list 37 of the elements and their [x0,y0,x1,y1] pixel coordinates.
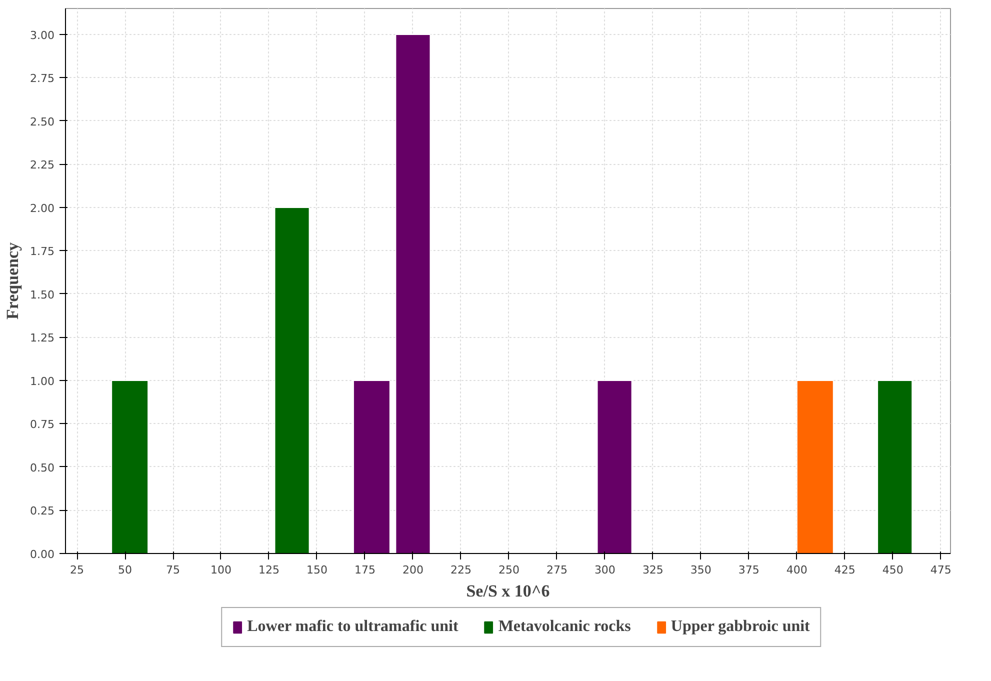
y-tick-label: 2.25 [30,158,55,172]
x-tick-label: 75 [166,564,180,576]
x-tick-label: 250 [498,564,520,576]
x-tick-label: 50 [118,564,132,576]
x-tick-label: 150 [306,564,328,576]
y-tick-label: 0.75 [30,418,55,432]
legend-label: Upper gabbroic unit [670,618,810,636]
x-axis-title: Se/S x 10^6 [466,582,550,600]
x-tick-label: 175 [354,564,376,576]
x-tick-label: 325 [642,564,664,576]
x-tick-label: 400 [786,564,808,576]
y-tick-label: 1.75 [30,245,55,258]
x-tick-label: 275 [546,564,568,576]
x-tick-label: 100 [210,564,232,576]
legend-label: Lower mafic to ultramafic unit [247,618,458,636]
y-tick-label: 0.00 [30,548,55,561]
y-tick-label: 3.00 [30,28,55,42]
y-axis-title: Frequency [3,242,22,320]
x-tick-label: 475 [930,564,952,576]
x-tick-label: 425 [834,564,856,576]
y-tick-label: 2.00 [30,202,55,215]
x-tick-label: 450 [882,564,904,576]
x-tick-label: 300 [594,564,616,576]
y-tick-label: 1.50 [30,288,55,302]
y-tick-label: 2.75 [30,72,55,86]
x-tick-label: 25 [70,564,84,576]
x-tick-label: 125 [258,564,280,576]
y-tick-label: 2.50 [30,115,55,128]
y-tick-label: 1.00 [30,374,55,388]
x-tick-label: 375 [738,564,760,576]
y-tick-label: 0.50 [30,461,55,474]
x-tick-label: 200 [402,564,424,576]
x-tick-label: 225 [450,564,472,576]
legend-label: Metavolcanic rocks [498,618,631,636]
y-tick-label: 1.25 [30,332,55,345]
x-tick-label: 350 [690,564,712,576]
y-tick-label: 0.25 [30,504,55,518]
